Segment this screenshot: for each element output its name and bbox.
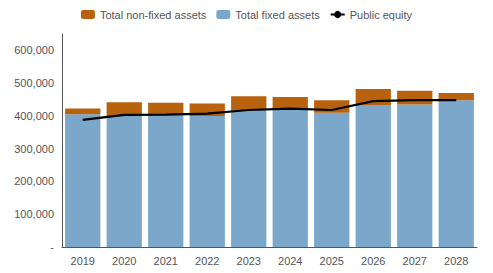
svg-text:Total non-fixed assets: Total non-fixed assets (100, 9, 207, 21)
svg-text:500,000: 500,000 (14, 77, 54, 89)
svg-text:2023: 2023 (237, 255, 261, 267)
svg-text:200,000: 200,000 (14, 175, 54, 187)
svg-text:400,000: 400,000 (14, 110, 54, 122)
svg-text:Public equity: Public equity (350, 9, 413, 21)
svg-text:2021: 2021 (154, 255, 178, 267)
svg-text:300,000: 300,000 (14, 143, 54, 155)
svg-text:2022: 2022 (195, 255, 219, 267)
svg-text:600,000: 600,000 (14, 44, 54, 56)
svg-text:2026: 2026 (361, 255, 385, 267)
svg-text:2024: 2024 (278, 255, 302, 267)
svg-text:2027: 2027 (403, 255, 427, 267)
svg-text:-: - (50, 241, 54, 253)
svg-text:2028: 2028 (444, 255, 468, 267)
svg-text:2025: 2025 (320, 255, 344, 267)
svg-text:2020: 2020 (112, 255, 136, 267)
svg-text:Total fixed assets: Total fixed assets (235, 9, 320, 21)
svg-text:100,000: 100,000 (14, 208, 54, 220)
svg-text:2019: 2019 (71, 255, 95, 267)
